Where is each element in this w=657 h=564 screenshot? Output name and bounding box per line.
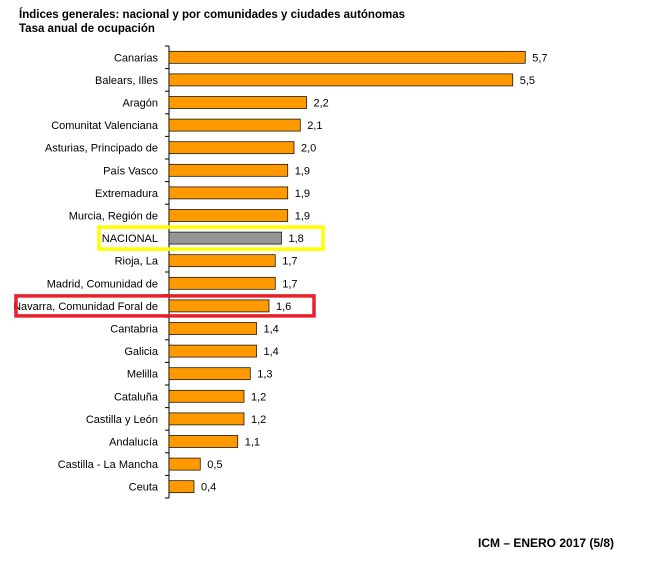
- category-label: Galicia: [124, 346, 159, 358]
- bar: [168, 50, 526, 64]
- bar: [168, 457, 201, 471]
- category-label: Navarra, Comunidad Foral de: [13, 301, 158, 313]
- value-label: 1,9: [295, 165, 310, 177]
- category-label: Cataluña: [114, 391, 159, 403]
- category-label: Castilla - La Mancha: [58, 459, 159, 471]
- bar: [168, 435, 239, 448]
- bar: [168, 118, 301, 132]
- category-label: Castilla y León: [86, 414, 158, 426]
- category-label: Ceuta: [129, 482, 159, 494]
- category-label: Murcia, Región de: [69, 211, 158, 223]
- value-label: 1,4: [264, 324, 279, 336]
- category-label: Extremadura: [95, 188, 159, 200]
- footer-label: ICM – ENERO 2017 (5/8): [478, 536, 615, 550]
- value-label: 2,1: [307, 120, 322, 132]
- bar: [168, 209, 289, 222]
- value-label: 1,7: [282, 256, 297, 268]
- bar: [168, 254, 276, 268]
- category-label: Melilla: [127, 369, 159, 381]
- highlight-box-navarra: [14, 294, 316, 318]
- bar: [168, 186, 289, 200]
- category-label: Comunitat Valenciana: [51, 120, 159, 132]
- bar: [168, 367, 251, 381]
- bar: [168, 163, 289, 177]
- category-label: Madrid, Comunidad de: [47, 278, 158, 290]
- bar: [168, 322, 257, 335]
- bar-nacional: [168, 231, 282, 245]
- category-label: Aragón: [123, 98, 158, 110]
- bar: [168, 299, 270, 313]
- value-label: 1,4: [264, 346, 279, 358]
- value-label: 1,2: [251, 391, 266, 403]
- value-label: 1,9: [295, 211, 310, 223]
- bar: [168, 276, 276, 290]
- value-label: 5,7: [532, 52, 547, 64]
- bar: [168, 480, 195, 494]
- bar: [168, 412, 245, 426]
- value-label: 1,3: [257, 369, 272, 381]
- value-label: 1,7: [282, 278, 297, 290]
- bar: [168, 389, 245, 403]
- category-label: Rioja, La: [115, 256, 159, 268]
- category-label: Cantabria: [110, 324, 159, 336]
- bar: [168, 141, 295, 155]
- chart-title: Índices generales: nacional y por comuni…: [19, 9, 406, 21]
- value-label: 1,6: [276, 301, 291, 313]
- chart-subtitle: Tasa anual de ocupación: [19, 23, 155, 35]
- value-label: 1,2: [251, 414, 266, 426]
- value-label: 1,1: [245, 437, 260, 449]
- bar: [168, 73, 514, 87]
- value-label: 5,5: [520, 75, 535, 87]
- value-label: 2,2: [314, 98, 329, 110]
- value-label: 2,0: [301, 143, 316, 155]
- value-label: 0,5: [207, 459, 222, 471]
- bar: [168, 96, 307, 109]
- category-label: Andalucía: [109, 437, 159, 449]
- value-label: 1,9: [295, 188, 310, 200]
- bar: [168, 344, 257, 358]
- highlight-box-nacional: [97, 225, 325, 251]
- category-label: Balears, Illes: [95, 75, 158, 87]
- category-label: Asturias, Principado de: [45, 143, 158, 155]
- value-label: 0,4: [201, 482, 216, 494]
- value-label: 1,8: [289, 233, 304, 245]
- category-label: NACIONAL: [102, 233, 158, 245]
- category-label: País Vasco: [103, 165, 158, 177]
- category-label: Canarias: [114, 52, 159, 64]
